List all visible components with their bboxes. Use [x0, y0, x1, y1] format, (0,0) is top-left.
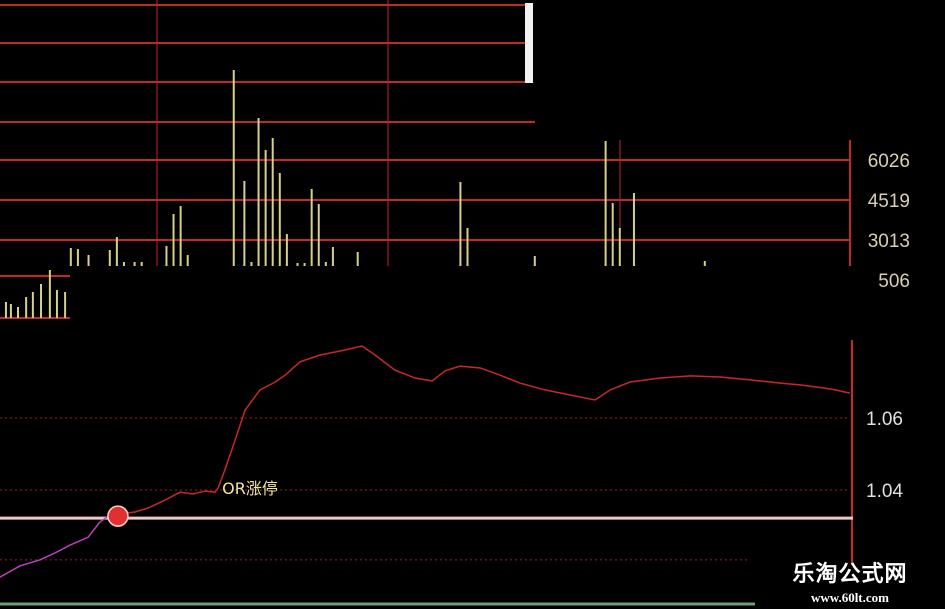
limit-up-annotation: OR涨停	[222, 479, 278, 498]
price-tick-label: 1.04	[866, 481, 903, 502]
volume-tick-label: 3013	[868, 231, 910, 252]
watermark-title: 乐淘公式网	[792, 562, 908, 587]
price-line	[117, 345, 851, 515]
limit-up-marker-icon	[107, 505, 129, 527]
watermark: 乐淘公式网 www.60lt.com	[770, 556, 930, 606]
volume-tick-label: 6026	[868, 151, 910, 172]
price-line-pre	[0, 513, 119, 578]
price-tick-label: 1.06	[866, 409, 903, 430]
white-marker	[525, 3, 533, 83]
watermark-url: www.60lt.com	[811, 590, 889, 605]
volume-tick-label: 4519	[868, 191, 910, 212]
volume-tick-label: 506	[878, 271, 910, 292]
